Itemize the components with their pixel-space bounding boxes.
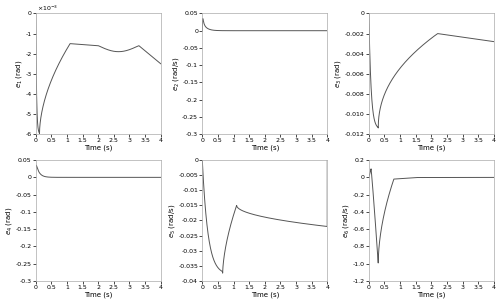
X-axis label: Time (s): Time (s) (84, 145, 112, 151)
Y-axis label: $e_3$ (rad): $e_3$ (rad) (334, 59, 344, 88)
Y-axis label: $e_6$ (rad/s): $e_6$ (rad/s) (341, 203, 351, 238)
X-axis label: Time (s): Time (s) (250, 291, 279, 298)
X-axis label: Time (s): Time (s) (250, 145, 279, 151)
X-axis label: Time (s): Time (s) (417, 145, 446, 151)
Y-axis label: $e_2$ (rad/s): $e_2$ (rad/s) (170, 56, 180, 91)
Y-axis label: $e_4$ (rad): $e_4$ (rad) (4, 206, 14, 235)
Y-axis label: $e_1$ (rad): $e_1$ (rad) (14, 59, 24, 88)
X-axis label: Time (s): Time (s) (417, 291, 446, 298)
Y-axis label: $e_5$ (rad/s): $e_5$ (rad/s) (167, 203, 177, 238)
Text: $\times 10^{-3}$: $\times 10^{-3}$ (37, 4, 58, 14)
X-axis label: Time (s): Time (s) (84, 291, 112, 298)
